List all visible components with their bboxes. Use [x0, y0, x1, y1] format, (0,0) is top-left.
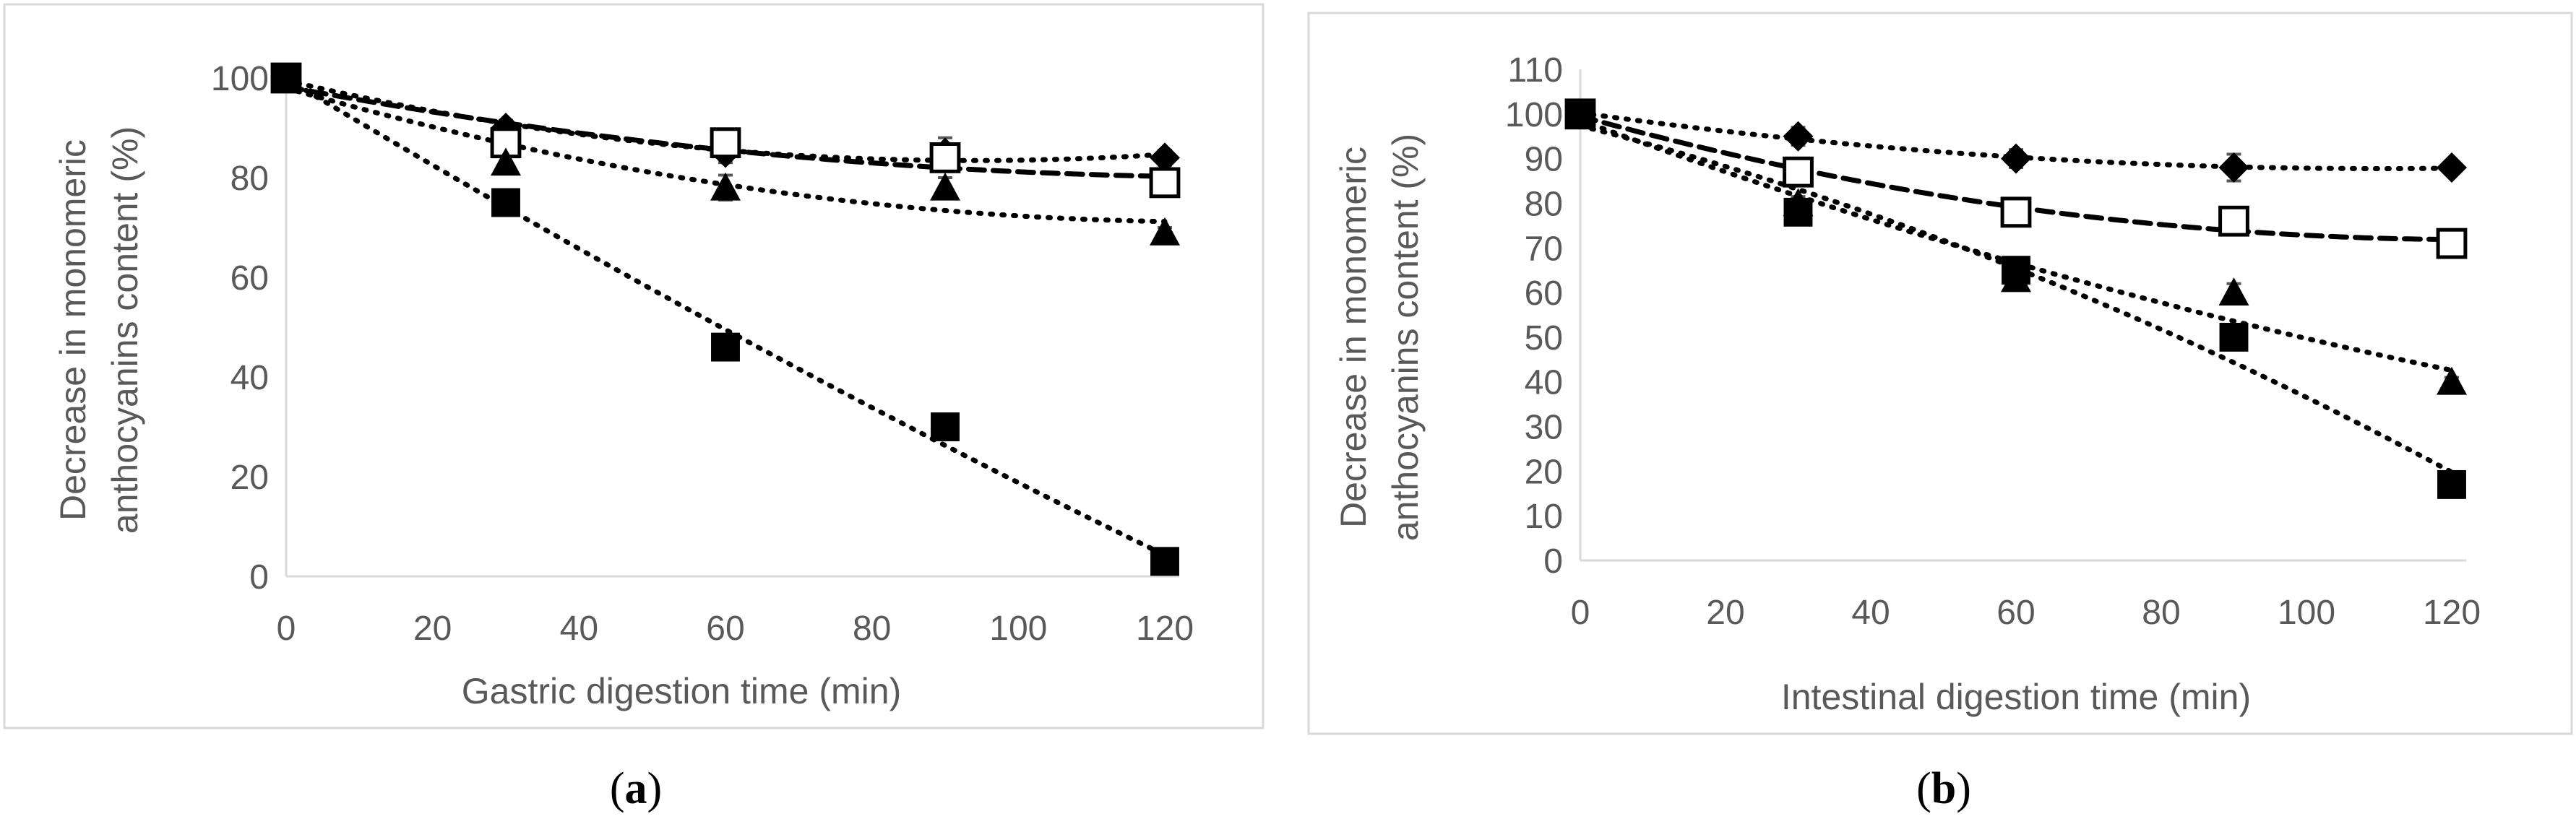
y-tick-label: 20: [1525, 453, 1563, 491]
data-point-a-2-1: [491, 147, 521, 176]
data-point-b-1-1: [1783, 156, 1814, 188]
y-tick-label: 60: [1525, 274, 1563, 313]
y-tick-label: 50: [1525, 319, 1563, 358]
data-point-a-3-0: [272, 64, 301, 92]
y-tick-label: 0: [1543, 542, 1563, 581]
data-point-b-1-2: [2000, 196, 2032, 228]
x-tick-label: 120: [2423, 594, 2481, 632]
data-point-b-0-2: [2001, 143, 2031, 174]
x-tick-label: 60: [1996, 594, 2035, 632]
data-point-b-0-3: [2218, 152, 2249, 183]
x-tick-label: 80: [853, 610, 891, 648]
data-point-a-2-2: [710, 172, 741, 201]
x-tick-label: 60: [706, 610, 744, 648]
data-point-a-0-4: [1150, 142, 1180, 173]
data-point-b-3-4: [2437, 469, 2466, 499]
plot-area-b: 0 10 20 30 40 50 60 70 80 90 100 110 0 20 40 60 80 100 120: [1505, 51, 2481, 632]
y-tick-label: 40: [231, 359, 269, 397]
y-tick-label: 70: [1525, 230, 1563, 268]
data-point-a-2-3: [930, 172, 960, 201]
y-axis-title-a-line2: anthocyanins content (%): [105, 126, 145, 534]
y-tick-label: 30: [1525, 409, 1563, 447]
x-tick-label: 20: [413, 610, 452, 648]
data-point-b-3-1: [1783, 197, 1813, 227]
plot-area-a: 0 20 40 60 80 100 0 20 40 60 80 100 120: [211, 60, 1194, 648]
chart-frame-b: [1307, 12, 2573, 735]
chart-frame-a: [3, 3, 1265, 729]
y-tick-label: 20: [231, 459, 269, 497]
x-tick-label: 100: [2278, 594, 2335, 632]
trendline-b-2: [1577, 118, 2455, 373]
x-tick-label: 120: [1136, 610, 1194, 648]
data-point-b-3-0: [1566, 99, 1595, 129]
chart-panel-b: Decrease in monomeric anthocyanins conte…: [1307, 12, 2573, 813]
x-tick-label: 80: [2142, 594, 2180, 632]
data-point-a-3-4: [1150, 547, 1179, 576]
y-axis-title-b-line2: anthocyanins content (%): [1385, 134, 1426, 541]
panel-letter-a: a: [625, 764, 647, 813]
x-tick-label: 20: [1706, 594, 1744, 632]
x-tick-label: 100: [989, 610, 1047, 648]
data-point-b-1-3: [2218, 205, 2249, 237]
x-axis-title-b: Intestinal digestion time (min): [1781, 677, 2251, 717]
data-point-a-2-4: [1150, 217, 1180, 246]
data-point-a-1-4: [1149, 167, 1181, 199]
y-tick-label: 10: [1525, 498, 1563, 536]
trendline-a-3: [283, 76, 1168, 558]
y-tick-label: 60: [231, 259, 269, 298]
data-point-b-3-2: [2002, 256, 2030, 285]
y-axis-title-a-line1: Decrease in monomeric: [53, 139, 93, 521]
y-tick-label: 80: [231, 160, 269, 198]
data-point-a-1-2: [710, 127, 741, 159]
data-point-b-0-4: [2437, 152, 2467, 183]
y-tick-label: 110: [1507, 51, 1563, 90]
y-tick-label: 0: [249, 558, 269, 597]
y-tick-label: 100: [1505, 96, 1563, 134]
panel-letter-b: b: [1931, 764, 1956, 813]
x-axis-title-a: Gastric digestion time (min): [462, 671, 902, 711]
y-tick-label: 90: [1525, 141, 1563, 179]
data-point-a-3-2: [711, 332, 740, 362]
chart-panel-a: Decrease in monomeric anthocyanins conte…: [3, 3, 1265, 813]
data-point-b-1-4: [2436, 228, 2468, 259]
data-point-a-3-3: [931, 412, 960, 441]
data-point-b-2-4: [2437, 366, 2467, 395]
y-tick-label: 100: [211, 60, 269, 98]
trendline-b-3: [1577, 123, 2455, 475]
data-point-b-0-1: [1783, 121, 1814, 152]
x-tick-label: 0: [1571, 594, 1590, 632]
x-tick-label: 40: [1851, 594, 1890, 632]
y-tick-label: 80: [1525, 185, 1563, 223]
data-point-b-3-3: [2219, 322, 2249, 352]
panel-label-b: (b): [1916, 764, 1971, 813]
x-tick-label: 0: [277, 610, 296, 648]
panel-label-a: (a): [610, 764, 662, 813]
data-point-b-2-3: [2218, 277, 2249, 306]
y-axis-title-b-line1: Decrease in monomeric: [1333, 147, 1374, 528]
x-tick-label: 40: [560, 610, 598, 648]
data-point-a-1-3: [929, 142, 961, 173]
y-tick-label: 40: [1525, 364, 1563, 402]
data-point-a-3-1: [491, 188, 520, 217]
